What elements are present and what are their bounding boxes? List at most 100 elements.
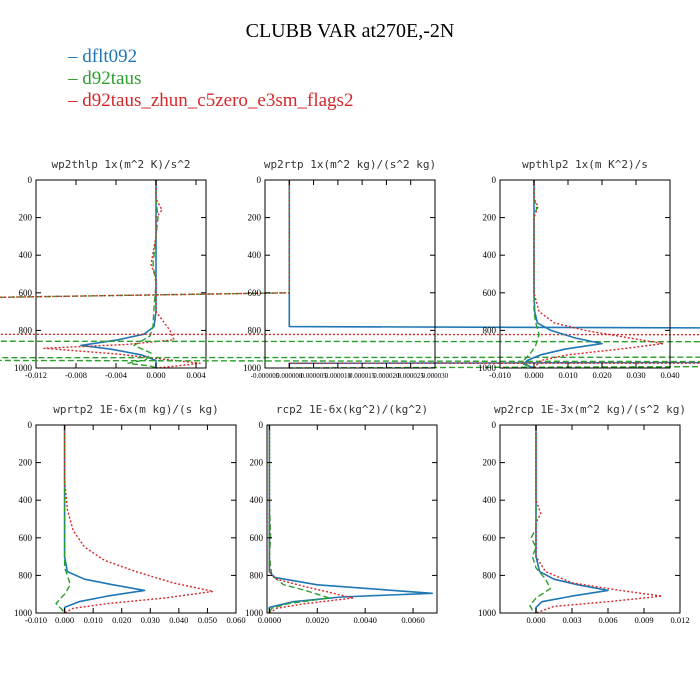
x-tick-label: -0.004 [105,370,128,380]
y-tick-label: 0 [492,420,497,430]
series-line-dflt092 [63,425,146,613]
y-tick-label: 200 [483,458,497,468]
y-tick-label: 400 [248,250,262,260]
subplot-title: wp2rcp 1E-3x(m^2 kg)/(s^2 kg) [494,403,686,416]
series-line-d92taus [127,180,159,369]
subplot-title: wprtp2 1E-6x(m kg)/(s kg) [53,403,219,416]
series-line-d92taus [523,180,540,369]
y-tick-label: 1000 [243,363,262,373]
x-tick-label: 0.000005 [300,372,327,380]
x-tick-label: 0.060 [226,615,245,625]
x-tick-label: -0.012 [25,370,47,380]
subplot-5: rcp2 1E-6x(kg^2)/(kg^2) 0 200 400 600 800 1000… [245,403,438,625]
y-tick-label: 1000 [14,608,33,618]
x-tick-label: 0.0000 [258,615,281,625]
x-tick-label: 0.030 [141,615,160,625]
subplot-2: wp2rtp 1x(m^2 kg)/(s^2 kg) 0 200 400 600 800 1… [0,158,700,380]
x-tick-label: 0.003 [562,615,581,625]
x-tick-label: 0.000 [55,615,74,625]
x-tick-label: 0.010 [84,615,103,625]
plot-frame [35,424,237,614]
x-tick-label: 0.020 [592,370,611,380]
x-tick-label: 0.004 [186,370,206,380]
y-tick-label: 0 [259,420,264,430]
x-tick-label: 0.040 [169,615,188,625]
y-tick-label: 1000 [478,608,497,618]
y-tick-label: 200 [483,213,497,223]
subplot-3: wpthlp2 1x(m K^2)/s 0 200 400 600 800 1000-0.0… [478,158,680,380]
legend: – dflt092– d92taus – d92taus_zhun_c5zero_… [68,46,353,112]
series-line-dflt092 [535,425,609,613]
y-tick-label: 0 [28,175,33,185]
subplot-title: wp2rtp 1x(m^2 kg)/(s^2 kg) [264,158,436,171]
y-tick-label: 800 [19,570,33,580]
y-tick-label: 200 [19,213,33,223]
x-tick-label: -0.010 [25,615,47,625]
y-tick-label: 600 [19,288,33,298]
subplot-title: wpthlp2 1x(m K^2)/s [522,158,648,171]
x-tick-label: 0.000010 [325,372,352,380]
plot-frame [499,179,671,369]
x-tick-label: 0.000015 [349,372,376,380]
legend-swatch: – [68,68,83,89]
x-tick-label: 0.000000 [276,372,303,380]
y-tick-label: 800 [483,570,497,580]
legend-label: d92taus [82,68,142,89]
legend-swatch: – [68,90,83,111]
x-tick-label: 0.012 [670,615,689,625]
x-tick-label: 0.000020 [373,372,400,380]
legend-entry: – d92taus [68,68,353,90]
x-tick-label: 0.000030 [422,372,449,380]
x-tick-label: 0.050 [198,615,217,625]
legend-entry: – d92taus_zhun_c5zero_e3sm_flags2 [68,90,353,112]
x-tick-label: -0.010 [489,370,511,380]
legend-swatch: – [68,46,83,67]
subplot-6: wp2rcp 1E-3x(m^2 kg)/(s^2 kg) 0 200 400 600 8… [478,403,690,625]
y-tick-label: 800 [248,325,262,335]
subplot-title: rcp2 1E-6x(kg^2)/(kg^2) [276,403,428,416]
x-tick-label: 0.000 [524,370,543,380]
legend-label: dflt092 [82,46,138,67]
y-tick-label: 600 [250,533,264,543]
x-tick-label: -0.000005 [251,372,280,380]
series-line-dflt092 [288,180,700,368]
series-line-d92taus [0,180,700,369]
series-line-d92taus [55,425,71,614]
y-tick-label: 200 [250,458,264,468]
x-tick-label: 0.010 [558,370,577,380]
subplot-title: wp2thlp 1x(m^2 K)/s^2 [51,158,190,171]
legend-label: d92taus_zhun_c5zero_e3sm_flags2 [82,90,354,111]
y-tick-label: 600 [483,533,497,543]
figure-title: CLUBB VAR at270E,-2N [245,20,455,42]
x-tick-label: 0.040 [660,370,679,380]
series-line-d92taus [529,425,552,614]
plot-frame [499,424,681,614]
x-tick-label: 0.020 [112,615,131,625]
x-tick-label: 0.009 [634,615,653,625]
y-tick-label: 800 [250,570,264,580]
x-tick-label: 0.0060 [401,615,424,625]
x-tick-label: 0.0040 [353,615,376,625]
y-tick-label: 200 [248,213,262,223]
y-tick-label: 400 [483,495,497,505]
y-tick-label: 0 [492,175,497,185]
y-tick-label: 1000 [14,363,33,373]
series-line-dflt092 [80,180,157,368]
x-tick-label: 0.0020 [306,615,329,625]
plot-frame [35,179,207,369]
y-tick-label: 600 [248,288,262,298]
series-line-dflt092 [523,180,603,369]
x-tick-label: 0.006 [598,615,617,625]
x-tick-label: -0.008 [65,370,87,380]
series-line-d92taus_zhun_c5zero_e3sm_flags2 [535,425,663,614]
series-line-d92taus_zhun_c5zero_e3sm_flags2 [268,425,354,614]
subplot-4: wprtp2 1E-6x(m kg)/(s kg) 0 200 400 600 800 10… [14,403,246,625]
y-tick-label: 400 [250,495,264,505]
y-tick-label: 400 [19,250,33,260]
y-tick-label: 400 [483,250,497,260]
y-tick-label: 200 [19,458,33,468]
x-tick-label: 0.000 [146,370,165,380]
y-tick-label: 600 [483,288,497,298]
